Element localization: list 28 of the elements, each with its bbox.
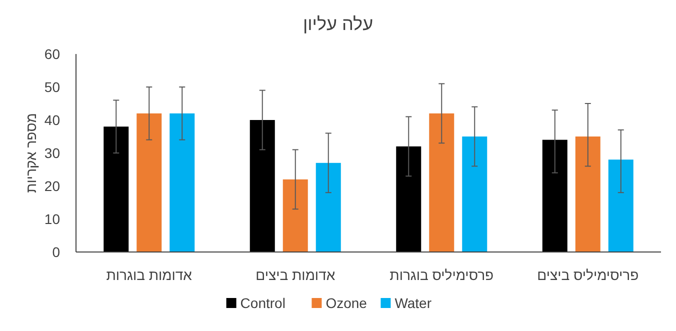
bar <box>282 179 308 252</box>
bar <box>170 113 195 252</box>
chart-title: עלה עליון <box>302 14 374 34</box>
y-tick-label: 50 <box>44 79 60 95</box>
bar <box>396 146 422 252</box>
y-tick-label: 20 <box>44 178 60 194</box>
y-axis-title: מספר אקריות <box>23 113 39 193</box>
y-tick-label: 10 <box>44 211 60 227</box>
legend-label: Water <box>394 295 432 311</box>
y-tick-label: 60 <box>44 46 60 62</box>
x-tick-label: פריסימיליס ביצים <box>537 267 639 283</box>
x-tick-label: פרסימיליס בוגרות <box>390 267 494 283</box>
legend-label: Ozone <box>326 295 368 311</box>
bar <box>136 113 162 252</box>
y-tick-label: 40 <box>44 112 60 128</box>
bar <box>608 160 634 252</box>
y-tick-label: 0 <box>52 244 60 260</box>
bar <box>250 120 275 252</box>
bar <box>462 136 488 252</box>
bar <box>575 136 600 252</box>
x-tick-label: אדומות ביצים <box>256 267 336 283</box>
y-tick-label: 30 <box>44 145 60 161</box>
bar <box>542 140 568 252</box>
legend-label: Control <box>240 295 286 311</box>
x-tick-label: אדומות בוגרות <box>106 267 192 283</box>
bar <box>316 162 341 252</box>
bar <box>429 113 454 252</box>
bar <box>104 126 129 252</box>
